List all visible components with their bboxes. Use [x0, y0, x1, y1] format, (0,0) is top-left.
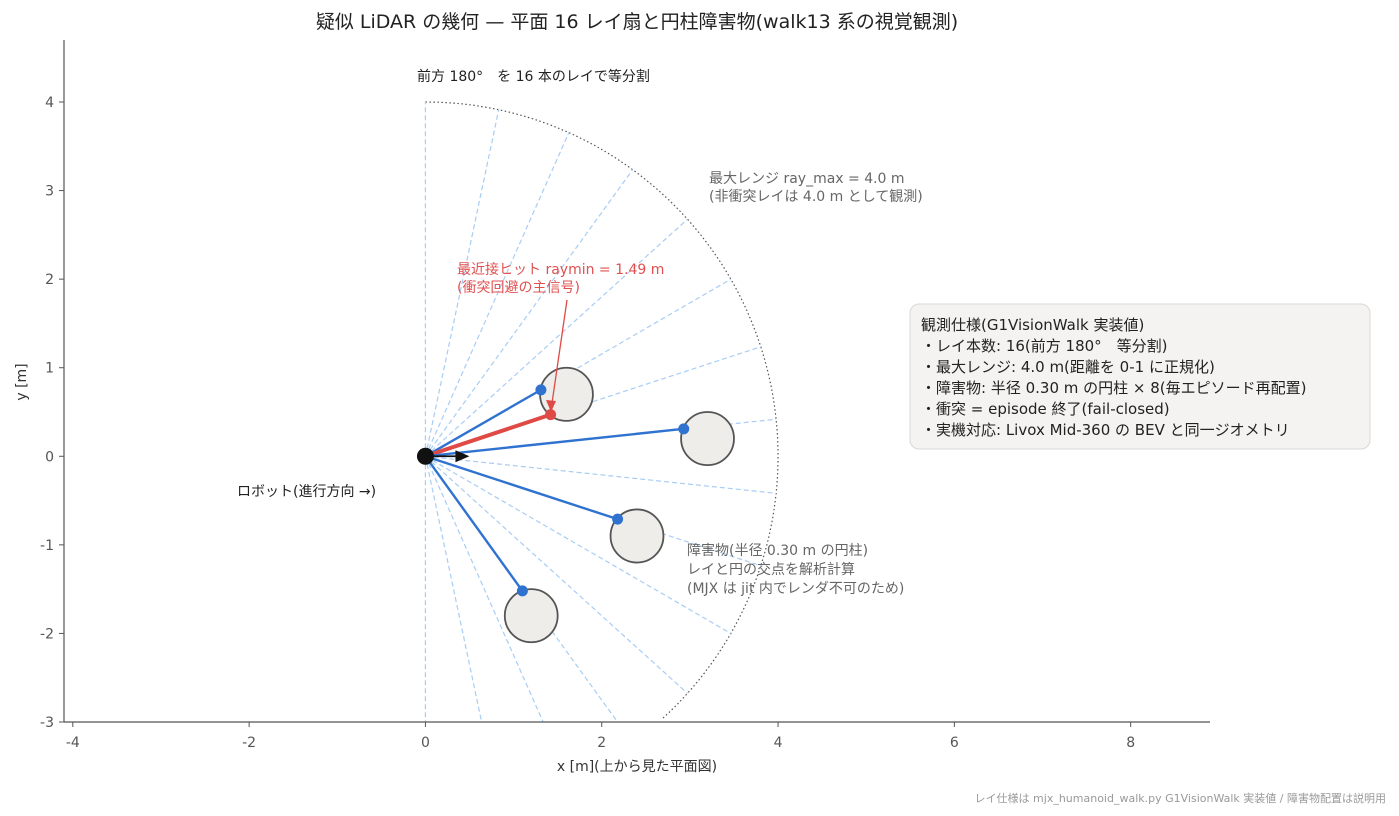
max-range-arc-group [425, 101, 779, 721]
robot-label: ロボット(進行方向 →) [237, 484, 376, 500]
hit-point [678, 423, 690, 435]
fan-ray [424, 456, 544, 723]
fan-label: 前方 180° を 16 本のレイで等分割 [417, 68, 650, 85]
robot-marker [416, 447, 434, 465]
obstacles-group [503, 366, 735, 644]
nearest-label-2: (衝突回避の主信号) [457, 280, 580, 296]
heading-arrow-head [455, 450, 470, 463]
fan-ray [425, 455, 777, 494]
x-tick-label: 2 [597, 735, 606, 751]
fan-ray [425, 455, 732, 634]
hit-ray [425, 427, 684, 458]
spec-line-5: ・実機対応: Livox Mid-360 の BEV と同一ジオメトリ [921, 421, 1290, 439]
hit-ray [424, 388, 542, 458]
obstacle-label-3: (MJX は jit 内でレンダ不可のため) [687, 581, 904, 597]
fan-ray [424, 109, 500, 457]
hit-rays-group [424, 384, 690, 597]
obstacle-cylinder [609, 508, 665, 564]
hit-point [612, 513, 624, 525]
spec-title: 観測仕様(G1VisionWalk 実装値) [921, 316, 1144, 334]
hit-ray [425, 455, 618, 521]
x-tick-label: 8 [1126, 735, 1135, 751]
spec-box [909, 303, 1371, 450]
fan-ray [424, 456, 483, 723]
y-tick-label: 2 [45, 272, 54, 288]
hit-ray [424, 455, 524, 592]
x-axis-label: x [m](上から見た平面図) [557, 759, 717, 775]
max-range-label-1: 最大レンジ ray_max = 4.0 m [709, 171, 905, 187]
y-tick-label: 4 [45, 95, 54, 111]
obstacle-label-2: レイと円の交点を解析計算 [687, 561, 855, 578]
y-tick-label: 1 [45, 361, 54, 377]
x-tick-label: -4 [66, 735, 80, 751]
y-tick-label: -1 [40, 538, 54, 554]
fan-ray [425, 455, 688, 694]
max-range-arc [425, 101, 779, 721]
nearest-hit-ray [424, 412, 552, 459]
fan-ray [424, 132, 570, 457]
y-tick-label: -2 [40, 626, 54, 642]
y-axis-label: y [m] [14, 363, 30, 400]
spec-line-3: ・障害物: 半径 0.30 m の円柱 × 8(毎エピソード再配置) [921, 379, 1307, 397]
x-tick-label: 0 [421, 735, 430, 751]
x-tick-label: 4 [774, 735, 783, 751]
obstacle-cylinder [680, 411, 735, 467]
spec-line-1: ・レイ本数: 16(前方 180° 等分割) [921, 337, 1168, 355]
spec-line-2: ・最大レンジ: 4.0 m(距離を 0-1 に正規化) [921, 358, 1215, 376]
fan-ray [425, 218, 688, 457]
fan-ray [424, 169, 634, 457]
spec-line-4: ・衝突 = episode 終了(fail-closed) [921, 400, 1170, 418]
max-range-label-2: (非衝突レイは 4.0 m として観測) [709, 188, 923, 205]
x-tick-label: 6 [950, 735, 959, 751]
y-tick-label: -3 [40, 715, 54, 731]
y-tick-label: 0 [45, 449, 54, 465]
nearest-label-1: 最近接ヒット raymin = 1.49 m [457, 261, 664, 278]
chart-title: 疑似 LiDAR の幾何 — 平面 16 レイ扇と円柱障害物(walk13 系の… [316, 11, 958, 33]
nearest-arrow-line [550, 299, 568, 411]
hit-point [516, 585, 528, 597]
axes-group: -4 -2 0 2 4 6 8 -3 -2 -1 0 1 2 3 4 [40, 40, 1210, 751]
x-tick-label: -2 [242, 735, 256, 751]
obstacle-cylinder [503, 588, 559, 644]
y-tick-label: 3 [45, 184, 54, 200]
obstacle-label-1: 障害物(半径 0.30 m の円柱) [687, 543, 868, 559]
nearest-hit-point [545, 409, 557, 421]
robot-group [416, 447, 470, 465]
hit-point [535, 384, 547, 396]
nearest-arrow-head [546, 400, 556, 412]
footer-note: レイ仕様は mjx_humanoid_walk.py G1VisionWalk … [975, 791, 1386, 805]
